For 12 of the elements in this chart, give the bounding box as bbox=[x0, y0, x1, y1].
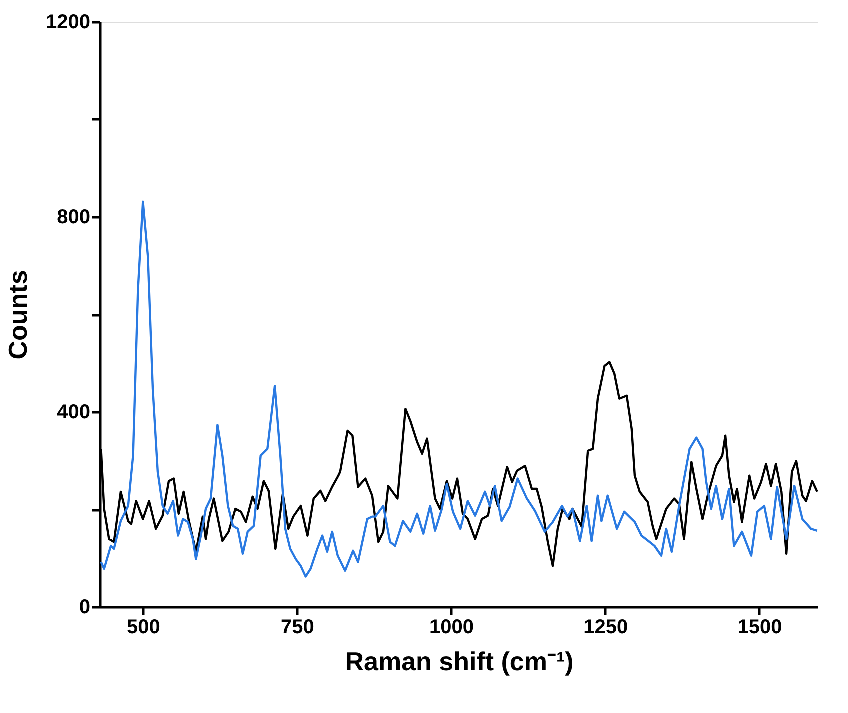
y-tick-label: 0 bbox=[79, 596, 90, 618]
x-tick-label: 1250 bbox=[584, 616, 628, 638]
x-tick-label: 500 bbox=[126, 616, 160, 638]
y-tick-label: 800 bbox=[57, 206, 90, 228]
x-axis-title: Raman shift (cm⁻¹) bbox=[345, 646, 574, 676]
y-tick-label: 400 bbox=[57, 402, 90, 424]
x-tick-label: 1000 bbox=[430, 616, 474, 638]
y-tick-label: 1200 bbox=[46, 12, 90, 34]
x-tick-label: 1500 bbox=[738, 616, 782, 638]
line-series bbox=[100, 200, 818, 578]
x-tick-label: 750 bbox=[281, 616, 314, 638]
y-axis-title: Counts bbox=[3, 270, 34, 360]
